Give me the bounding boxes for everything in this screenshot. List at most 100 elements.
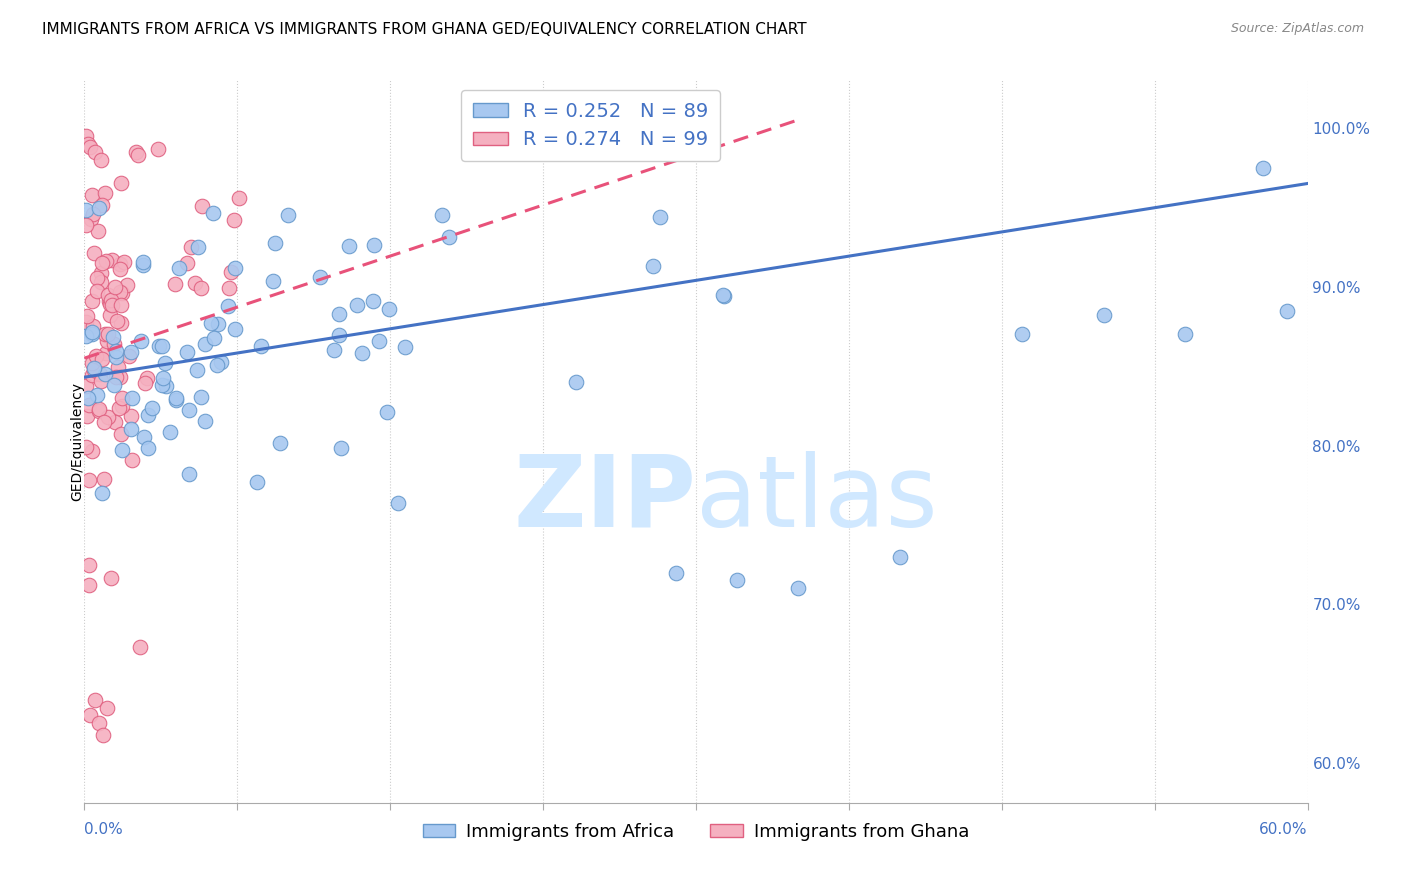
Point — [121, 391, 143, 405]
Point — [201, 206, 224, 220]
Point — [80, 368, 103, 383]
Point — [90, 153, 112, 167]
Point — [80, 443, 103, 458]
Point — [110, 176, 132, 190]
Text: 0.0%: 0.0% — [84, 822, 124, 837]
Point — [329, 442, 352, 456]
Point — [94, 346, 117, 360]
Point — [367, 334, 389, 348]
Point — [264, 235, 287, 250]
Y-axis label: GED/Equivalency: GED/Equivalency — [70, 382, 84, 501]
Point — [83, 145, 105, 159]
Point — [93, 186, 115, 200]
Point — [377, 301, 399, 316]
Point — [111, 442, 134, 457]
Point — [110, 298, 132, 312]
Point — [187, 240, 209, 254]
Point — [200, 316, 222, 330]
Point — [127, 147, 149, 161]
Point — [101, 298, 124, 312]
Point — [101, 253, 124, 268]
Point — [228, 191, 250, 205]
Point — [323, 343, 346, 357]
Point — [224, 322, 246, 336]
Point — [100, 293, 122, 307]
Point — [363, 237, 385, 252]
Point — [889, 549, 911, 564]
Point — [97, 288, 120, 302]
Point — [337, 239, 360, 253]
Point — [352, 346, 374, 360]
Point — [80, 326, 103, 341]
Point — [93, 472, 115, 486]
Point — [104, 344, 127, 359]
Point — [89, 401, 111, 416]
Point — [101, 330, 124, 344]
Point — [124, 145, 146, 159]
Point — [79, 708, 101, 723]
Point — [96, 700, 118, 714]
Point — [103, 337, 125, 351]
Point — [97, 327, 120, 342]
Point — [77, 391, 100, 405]
Point — [346, 298, 368, 312]
Point — [190, 281, 212, 295]
Point — [75, 316, 97, 330]
Point — [75, 440, 97, 454]
Point — [91, 255, 114, 269]
Point — [94, 368, 117, 382]
Point — [77, 136, 100, 151]
Point — [90, 198, 112, 212]
Point — [150, 378, 173, 392]
Point — [83, 692, 105, 706]
Point — [104, 351, 127, 365]
Point — [89, 202, 111, 216]
Point — [108, 261, 131, 276]
Point — [309, 270, 332, 285]
Point — [176, 344, 198, 359]
Text: IMMIGRANTS FROM AFRICA VS IMMIGRANTS FROM GHANA GED/EQUIVALENCY CORRELATION CHAR: IMMIGRANTS FROM AFRICA VS IMMIGRANTS FRO… — [42, 22, 807, 37]
Point — [218, 281, 240, 295]
Point — [84, 349, 107, 363]
Point — [159, 425, 181, 439]
Point — [665, 566, 688, 580]
Point — [134, 376, 156, 391]
Text: atlas: atlas — [696, 450, 938, 548]
Point — [75, 378, 97, 392]
Point — [75, 218, 97, 232]
Point — [328, 328, 350, 343]
Point — [207, 317, 229, 331]
Point — [75, 203, 97, 218]
Point — [80, 325, 103, 339]
Point — [111, 399, 134, 413]
Point — [108, 285, 131, 299]
Point — [100, 571, 122, 585]
Point — [83, 363, 105, 377]
Point — [77, 473, 100, 487]
Point — [96, 334, 118, 348]
Point — [80, 212, 103, 227]
Point — [141, 401, 163, 415]
Point — [150, 339, 173, 353]
Point — [132, 255, 155, 269]
Point — [91, 727, 114, 741]
Point — [387, 496, 409, 510]
Point — [202, 331, 225, 345]
Point — [246, 475, 269, 490]
Point — [86, 284, 108, 298]
Point — [82, 188, 104, 202]
Point — [643, 259, 665, 273]
Point — [121, 453, 143, 467]
Point — [87, 224, 110, 238]
Point — [713, 289, 735, 303]
Point — [1092, 308, 1115, 322]
Point — [80, 294, 103, 309]
Point — [262, 274, 284, 288]
Point — [564, 375, 586, 389]
Point — [1251, 161, 1274, 175]
Point — [136, 370, 159, 384]
Point — [136, 408, 159, 422]
Point — [1174, 327, 1197, 342]
Point — [77, 398, 100, 412]
Point — [96, 253, 118, 268]
